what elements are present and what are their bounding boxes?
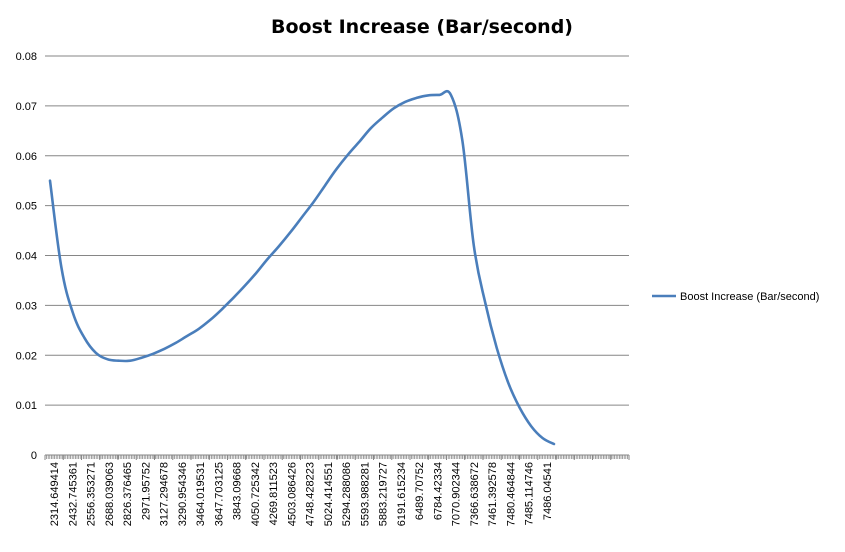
x-tick-label: 2432.745361 xyxy=(67,462,79,526)
x-tick-label: 3464.019531 xyxy=(195,462,207,526)
y-tick-label: 0 xyxy=(31,450,37,462)
x-tick-label: 5294.288086 xyxy=(341,462,353,526)
x-tick-label: 2971.95752 xyxy=(140,462,152,520)
x-tick-label: 7461.392578 xyxy=(487,462,499,526)
x-tick-label: 4748.428223 xyxy=(305,462,317,526)
x-tick-label: 7486.04541 xyxy=(542,462,554,520)
legend-label: Boost Increase (Bar/second) xyxy=(680,291,819,303)
x-tick-label: 5883.219727 xyxy=(378,462,390,526)
x-axis xyxy=(44,454,630,460)
x-tick-label: 5024.414551 xyxy=(323,462,335,526)
x-tick-label: 3127.294678 xyxy=(159,462,171,526)
y-tick-label: 0.01 xyxy=(16,400,37,412)
x-tick-label: 4050.725342 xyxy=(250,462,262,526)
series-line xyxy=(48,89,556,446)
x-tick-label: 4269.811523 xyxy=(268,462,280,525)
x-tick-label: 6191.615234 xyxy=(396,462,408,526)
x-tick-label: 3647.703125 xyxy=(213,462,225,526)
y-tick-label: 0.07 xyxy=(16,101,37,113)
series-group xyxy=(48,89,556,446)
x-tick-label: 6489.70752 xyxy=(414,462,426,520)
x-tick-label: 2826.376465 xyxy=(122,462,134,526)
x-tick-label: 7366.638672 xyxy=(469,462,481,526)
y-tick-label: 0.05 xyxy=(16,201,37,213)
x-tick-label: 3843.09668 xyxy=(232,462,244,520)
x-axis-ticks: 2314.649414 2432.745361 2556.353271 2688.03… xyxy=(49,462,554,526)
x-tick-label: 3290.954346 xyxy=(177,462,189,526)
x-tick-label: 7070.902344 xyxy=(451,462,463,526)
x-tick-label: 5593.988281 xyxy=(359,462,371,526)
gridlines xyxy=(45,55,629,406)
x-tick-label: 6784.42334 xyxy=(432,462,444,520)
y-tick-label: 0.03 xyxy=(16,300,37,312)
legend: Boost Increase (Bar/second) xyxy=(652,291,819,303)
x-tick-label: 7480.464844 xyxy=(505,462,517,526)
y-tick-label: 0.06 xyxy=(16,151,37,163)
x-tick-label: 2688.039063 xyxy=(104,462,116,526)
x-tick-label: 4503.086426 xyxy=(286,462,298,526)
x-tick-label: 2314.649414 xyxy=(49,462,61,526)
x-tick-label: 2556.353271 xyxy=(86,462,98,526)
y-axis-ticks: 0 0.01 0.02 0.03 0.04 0.05 0.06 0.07 0.08 xyxy=(16,51,37,462)
y-tick-label: 0.08 xyxy=(16,51,37,63)
y-tick-label: 0.04 xyxy=(16,251,37,263)
x-tick-label: 7485.114746 xyxy=(524,462,536,525)
y-tick-label: 0.02 xyxy=(16,350,37,362)
chart-title: Boost Increase (Bar/second) xyxy=(271,16,573,38)
